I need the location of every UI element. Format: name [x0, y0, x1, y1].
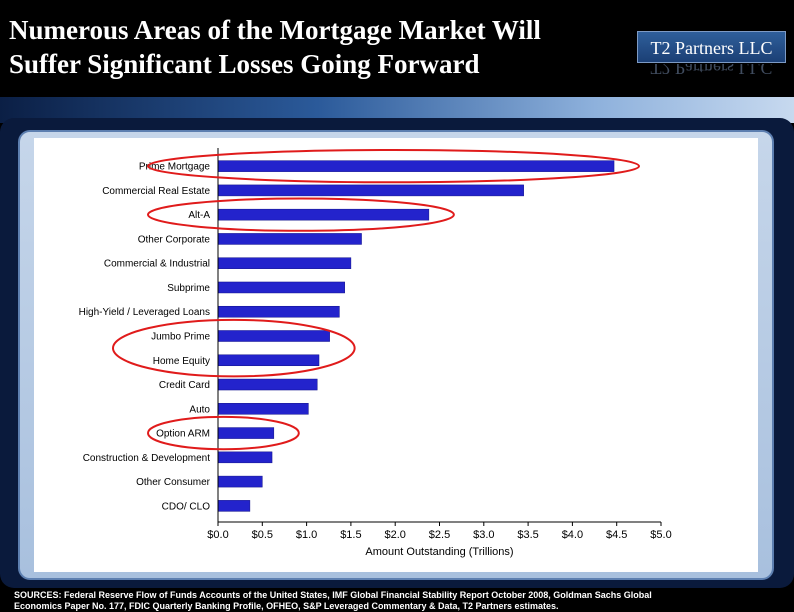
category-label-0: Prime Mortgage	[139, 162, 211, 173]
bar-6	[217, 305, 340, 318]
highlight-ellipse-2	[111, 318, 356, 378]
category-label-8: Home Equity	[153, 356, 210, 367]
highlight-ellipse-0	[147, 149, 641, 184]
bar-4	[217, 257, 352, 269]
category-label-7: Jumbo Prime	[151, 332, 210, 343]
x-tick-label-8: $4.0	[562, 529, 583, 541]
sources-note-line-2: Economics Paper No. 177, FDIC Quarterly …	[14, 601, 559, 611]
chart-area: Prime Mortgage Commercial Real Estate Alt-…	[34, 138, 758, 572]
bar-2	[217, 208, 430, 221]
title-line-1: Numerous Areas of the Mortgage Market Wi…	[9, 15, 541, 45]
bar-0	[217, 160, 615, 172]
x-tick-label-3: $1.5	[340, 529, 361, 541]
bar-11	[217, 427, 275, 439]
x-tick-label-6: $3.0	[473, 529, 494, 541]
category-label-1: Commercial Real Estate	[102, 186, 210, 197]
category-label-2: Alt-A	[188, 210, 210, 221]
x-tick-label-1: $0.5	[252, 529, 273, 541]
bar-3	[217, 233, 362, 245]
x-tick-label-0: $0.0	[207, 529, 228, 541]
x-tick-label-2: $1.0	[296, 529, 317, 541]
highlight-ellipse-3	[147, 415, 300, 451]
logo-reflection: T2 Partners LLC	[650, 64, 773, 78]
category-label-5: Subprime	[167, 283, 210, 294]
bar-12	[217, 451, 273, 464]
x-tick-label-7: $3.5	[517, 529, 538, 541]
category-label-10: Auto	[189, 404, 210, 415]
x-tick-label-10: $5.0	[650, 529, 671, 541]
sources-note: SOURCES: Federal Reserve Flow of Funds A…	[14, 590, 652, 600]
category-label-13: Other Consumer	[136, 477, 211, 488]
bar-8	[217, 354, 320, 367]
company-logo: T2 Partners LLC	[637, 31, 786, 63]
bar-chart: Prime Mortgage Commercial Real Estate Alt-…	[79, 148, 672, 558]
x-tick-label-4: $2.0	[384, 529, 405, 541]
category-label-9: Credit Card	[159, 380, 210, 391]
bar-7	[217, 330, 330, 342]
x-tick-label-9: $4.5	[606, 529, 627, 541]
bar-14	[217, 500, 251, 512]
slide-title: Numerous Areas of the Mortgage Market Wi…	[9, 13, 629, 81]
header-bar: Numerous Areas of the Mortgage Market Wi…	[0, 0, 794, 97]
highlight-ellipse-1	[146, 197, 455, 232]
category-label-14: CDO/ CLO	[162, 501, 211, 512]
title-line-2: Suffer Significant Losses Going Forward	[9, 49, 480, 79]
footer-bar	[0, 588, 794, 606]
bar-9	[217, 378, 318, 391]
x-axis-title: Amount Outstanding (Trillions)	[365, 546, 513, 558]
category-label-6: High-Yield / Leveraged Loans	[79, 307, 210, 318]
category-label-4: Commercial & Industrial	[104, 259, 210, 270]
bar-10	[217, 403, 309, 415]
bar-13	[217, 475, 263, 488]
category-label-12: Construction & Development	[83, 453, 211, 464]
x-tick-label-5: $2.5	[429, 529, 450, 541]
category-label-3: Other Corporate	[138, 234, 211, 245]
bar-5	[217, 281, 345, 294]
bar-1	[217, 184, 524, 197]
category-label-11: Option ARM	[156, 429, 210, 440]
